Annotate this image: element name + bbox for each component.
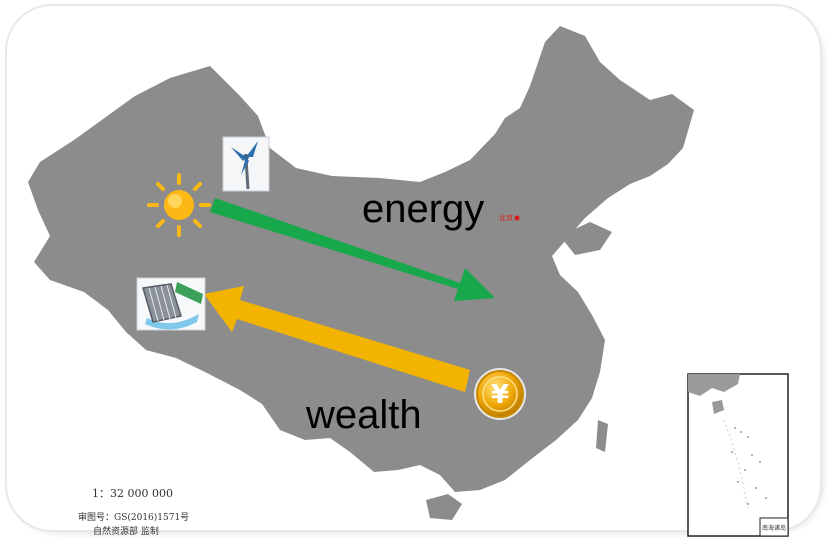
wealth-label: wealth (305, 393, 422, 437)
map-supervisor: 自然资源部 监制 (93, 525, 159, 537)
inset-caption: 南海诸岛 (762, 524, 786, 532)
china-mainland-shape (28, 26, 694, 492)
coastal-peninsula-shape (560, 222, 612, 255)
energy-arrow (210, 198, 495, 301)
sun-icon (147, 173, 211, 237)
yuan-coin-icon: ¥ (474, 368, 526, 420)
wind-turbine-icon (222, 136, 270, 192)
capital-star (514, 215, 520, 221)
energy-label: energy (362, 187, 484, 231)
south-china-sea-inset: 南海诸岛 (687, 373, 789, 537)
yuan-symbol: ¥ (491, 380, 509, 410)
map-scale: 1：32 000 000 (92, 487, 173, 500)
hainan-island (426, 494, 462, 520)
map-review-number: 审图号：GS(2016)1571号 (78, 511, 189, 523)
taiwan-island (596, 420, 608, 452)
solar-panel-icon (136, 277, 206, 331)
capital-label: 北京 (499, 213, 513, 222)
wealth-arrow (204, 286, 470, 392)
